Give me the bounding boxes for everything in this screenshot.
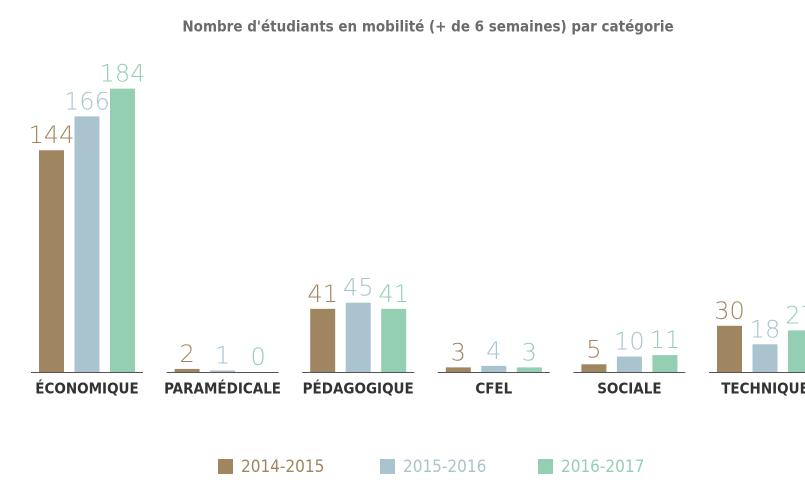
data-label: 30 — [714, 297, 745, 325]
bar — [481, 365, 507, 372]
bar — [110, 88, 135, 372]
data-label: 3 — [451, 338, 466, 366]
bar — [717, 325, 742, 372]
legend-swatch — [538, 459, 553, 474]
x-tick-label: ÉCONOMIQUE — [35, 379, 138, 398]
data-label: 5 — [586, 335, 601, 363]
bar — [381, 308, 407, 372]
bar — [788, 330, 805, 372]
x-tick-label: TECHNIQUE — [721, 380, 805, 398]
data-label: 10 — [614, 328, 645, 356]
data-label: 144 — [29, 121, 75, 149]
legend-label: 2014-2015 — [241, 457, 324, 477]
data-label: 27 — [785, 301, 805, 329]
data-label: 0 — [250, 343, 265, 371]
bar — [652, 355, 678, 372]
data-label: 41 — [378, 280, 409, 308]
data-label: 41 — [307, 280, 338, 308]
data-label: 11 — [650, 326, 681, 354]
bar — [516, 367, 542, 372]
x-tick-label: CFEL — [475, 380, 512, 398]
x-tick-label: PÉDAGOGIQUE — [303, 379, 414, 398]
legend-swatch — [380, 459, 395, 474]
bar — [74, 116, 100, 372]
legend-label: 2016-2017 — [561, 457, 644, 477]
data-label: 4 — [486, 337, 501, 365]
x-tick-label: PARAMÉDICALE — [164, 379, 281, 398]
bar — [752, 344, 778, 372]
data-label: 166 — [64, 87, 110, 115]
bar — [345, 302, 371, 372]
data-label: 2 — [179, 340, 194, 368]
bar — [174, 368, 200, 372]
data-label: 45 — [343, 274, 374, 302]
data-label: 18 — [750, 315, 781, 343]
bar — [39, 150, 64, 372]
bar — [616, 356, 642, 372]
bar — [310, 308, 336, 372]
bar — [210, 370, 236, 372]
bar — [581, 364, 607, 372]
data-label: 184 — [100, 60, 146, 88]
x-tick-label: SOCIALE — [597, 380, 661, 398]
legend-label: 2015-2016 — [403, 457, 486, 477]
data-label: 1 — [215, 341, 230, 369]
data-label: 3 — [522, 338, 537, 366]
chart-title: Nombre d'étudiants en mobilité (+ de 6 s… — [182, 18, 673, 36]
legend-swatch — [218, 459, 233, 474]
bar — [445, 367, 471, 372]
